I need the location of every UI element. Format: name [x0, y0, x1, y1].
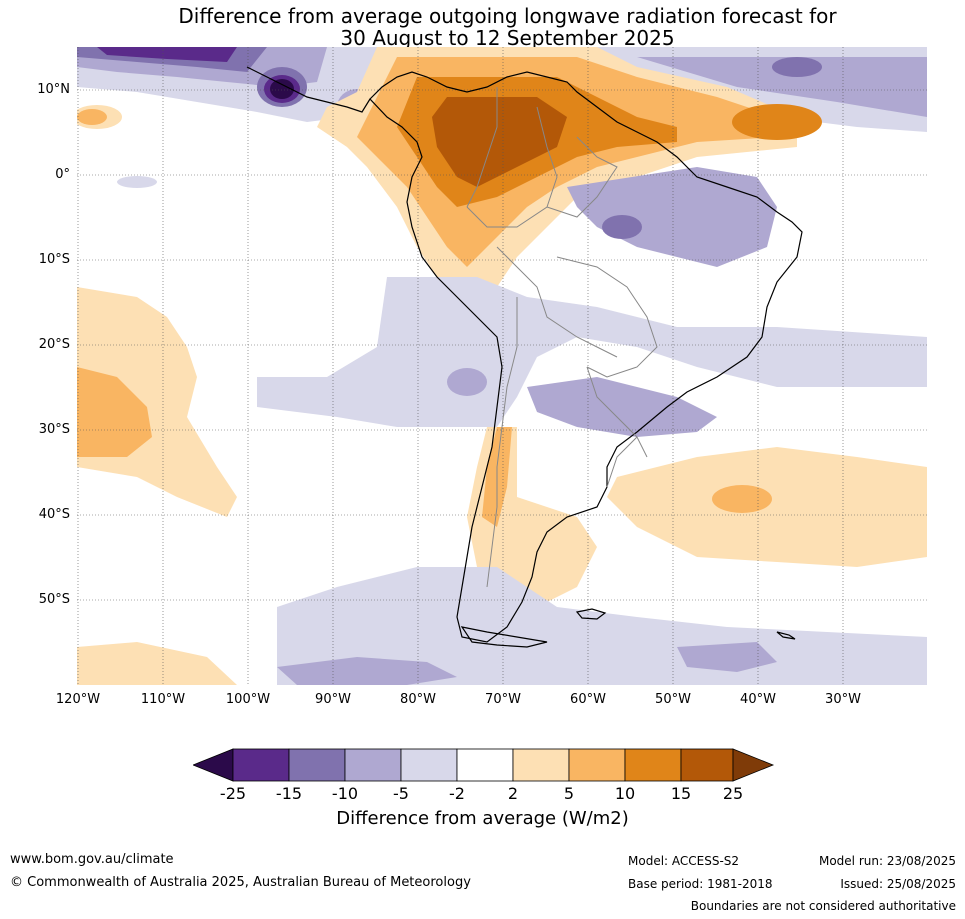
chart-title: Difference from average outgoing longwav…	[0, 5, 965, 49]
footer-model-run: Model run: 23/08/2025	[818, 854, 956, 868]
coastline	[246, 66, 803, 648]
lat-label-40s: 40°S	[38, 507, 70, 522]
lat-label-10s: 10°S	[38, 252, 70, 267]
colorbar-swatch-3	[344, 748, 402, 782]
colorbar-tick-7: 5	[563, 784, 575, 803]
graticule	[77, 47, 927, 685]
colorbar-tick-9: 15	[670, 784, 692, 803]
lat-label-30s: 30°S	[38, 422, 70, 437]
footer-model: Model: ACCESS-S2	[628, 854, 740, 868]
colorbar-tick-8: 10	[614, 784, 636, 803]
colorbar-arrow-low	[193, 748, 234, 782]
lon-label-80w: 80°W	[400, 692, 436, 707]
colorbar-tick-2: -15	[275, 784, 303, 803]
title-line-1: Difference from average outgoing longwav…	[178, 4, 837, 28]
lon-label-110w: 110°W	[140, 692, 186, 707]
footer-copyright: © Commonwealth of Australia 2025, Austra…	[10, 875, 471, 890]
colorbar-tick-5: -2	[449, 784, 465, 803]
footer-url[interactable]: www.bom.gov.au/climate	[10, 852, 174, 867]
colorbar-tick-4: -5	[393, 784, 409, 803]
map-panel	[77, 47, 927, 685]
lon-label-50w: 50°W	[655, 692, 691, 707]
colorbar-swatch-7	[568, 748, 626, 782]
footer-base-period: Base period: 1981-2018	[628, 877, 773, 891]
lon-label-40w: 40°W	[740, 692, 776, 707]
colorbar-swatch-2	[288, 748, 346, 782]
colorbar-swatch-4	[400, 748, 458, 782]
country-borders	[466, 87, 658, 588]
lat-label-20s: 20°S	[38, 337, 70, 352]
lat-label-0: 0°	[55, 167, 70, 182]
lon-label-70w: 70°W	[485, 692, 521, 707]
colorbar-swatch-8	[624, 748, 682, 782]
lon-label-90w: 90°W	[315, 692, 351, 707]
colorbar-tick-3: -10	[331, 784, 359, 803]
footer-disclaimer: Boundaries are not considered authoritat…	[690, 899, 956, 913]
footer-issued: Issued: 25/08/2025	[840, 877, 956, 891]
lat-label-50s: 50°S	[38, 592, 70, 607]
lon-label-120w: 120°W	[55, 692, 101, 707]
colorbar-swatch-9	[680, 748, 734, 782]
colorbar-tick-10: 25	[722, 784, 744, 803]
lat-label-10n: 10°N	[37, 82, 70, 97]
colorbar-label: Difference from average (W/m2)	[336, 808, 629, 829]
lon-label-60w: 60°W	[570, 692, 606, 707]
colorbar-swatch-5	[456, 748, 514, 782]
colorbar-tick-1: -25	[219, 784, 247, 803]
colorbar-arrow-high	[732, 748, 775, 782]
colorbar-tick-6: 2	[507, 784, 519, 803]
map-svg	[77, 47, 927, 685]
colorbar-swatch-6	[512, 748, 570, 782]
lon-label-30w: 30°W	[825, 692, 861, 707]
title-line-2: 30 August to 12 September 2025	[340, 26, 675, 50]
lon-label-100w: 100°W	[225, 692, 271, 707]
colorbar	[193, 748, 775, 782]
colorbar-swatch-1	[232, 748, 290, 782]
